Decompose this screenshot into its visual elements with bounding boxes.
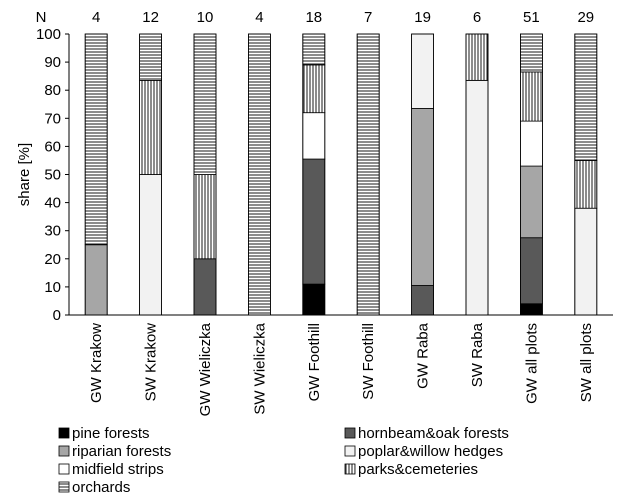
bar-outline (356, 33, 380, 316)
bar-segment-hornbeam-oak-forests (193, 258, 217, 316)
y-tick-label: 10 (44, 279, 61, 296)
legend-swatch-riparian-forests (58, 445, 70, 457)
n-header: N (36, 9, 47, 26)
category-label: SW Foothill (360, 323, 377, 400)
bar-segment-orchards (247, 33, 271, 316)
bar-segment-poplar-willow-hedges (139, 174, 163, 316)
bar-segment-parks-cemeteries (465, 33, 489, 81)
legend-label-orchards: orchards (72, 479, 130, 496)
n-value-label: 10 (197, 9, 214, 26)
labels: 0 10 20 30 40 50 60 70 80 90 100 share [%] N 4 GW Krak… (16, 9, 595, 416)
legend: pine forests hornbeam&oak forests riparian… (58, 425, 509, 496)
bar-segment-orchards (574, 33, 598, 161)
y-tick-label: 50 (44, 167, 61, 184)
n-value-label: 18 (305, 9, 322, 26)
y-tick-label: 40 (44, 195, 61, 212)
bar-segment-parks-cemeteries (302, 64, 326, 114)
bar-segment-hornbeam-oak-forests (411, 285, 435, 316)
bar-segment-riparian-forests (520, 165, 543, 239)
n-value-label: 29 (577, 9, 594, 26)
n-value-label: 4 (92, 9, 100, 26)
legend-label-parks-cemeteries: parks&cemeteries (358, 461, 478, 478)
bar-segment-hornbeam-oak-forests (302, 158, 326, 285)
bar-outline (302, 33, 326, 316)
legend-swatch-parks-cemeteries (344, 463, 356, 475)
category-label: GW Wieliczka (197, 322, 214, 416)
bar-segment-poplar-willow-hedges (574, 207, 598, 316)
bar-outline (193, 33, 217, 316)
bar-segment-orchards (520, 33, 543, 73)
y-tick-label: 100 (36, 26, 61, 43)
bar-segment-parks-cemeteries (574, 160, 598, 209)
bar-segment-hornbeam-oak-forests (520, 237, 543, 305)
bar-segment-pine-forests (302, 283, 326, 316)
bar-segment-parks-cemeteries (193, 174, 217, 260)
bar-segment-pine-forests (520, 303, 543, 316)
n-value-label: 51 (523, 9, 540, 26)
y-tick-label: 30 (44, 223, 61, 240)
bar-outline (411, 33, 435, 316)
bar-outline (465, 33, 489, 316)
bars (84, 33, 598, 316)
legend-label-riparian-forests: riparian forests (72, 443, 171, 460)
n-value-label: 12 (142, 9, 159, 26)
legend-swatch-hornbeam-oak-forests (344, 427, 356, 439)
bar-segment-midfield-strips (520, 120, 543, 167)
legend-label-poplar-willow-hedges: poplar&willow hedges (358, 443, 503, 460)
y-tick-label: 0 (53, 307, 61, 324)
n-value-label: 6 (473, 9, 481, 26)
bar-segment-poplar-willow-hedges (465, 79, 489, 316)
bar-segment-riparian-forests (84, 244, 108, 316)
bar-segment-midfield-strips (302, 112, 326, 160)
category-label: GW Foothill (306, 323, 323, 401)
legend-swatch-poplar-willow-hedges (344, 445, 356, 457)
category-label: SW Raba (469, 322, 486, 387)
category-label: SW all plots (578, 323, 595, 402)
category-label: GW all plots (523, 323, 540, 404)
category-label: GW Krakow (88, 323, 105, 403)
legend-swatch-midfield-strips (58, 463, 70, 475)
y-tick-label: 60 (44, 138, 61, 155)
n-value-label: 7 (364, 9, 372, 26)
y-tick-label: 70 (44, 110, 61, 127)
legend-swatch-orchards (58, 481, 70, 493)
bar-outline (247, 33, 271, 316)
bar-segment-poplar-willow-hedges (411, 33, 435, 109)
n-value-label: 4 (255, 9, 263, 26)
bar-outline (520, 33, 543, 316)
bar-outline (139, 33, 163, 316)
legend-swatch-pine-forests (58, 427, 70, 439)
y-axis-label: share [%] (16, 143, 33, 206)
bar-segment-orchards (139, 33, 163, 81)
bar-outline (84, 33, 108, 316)
y-tick-label: 20 (44, 251, 61, 268)
y-tick-label: 90 (44, 54, 61, 71)
bar-segment-orchards (356, 33, 380, 316)
bar-segment-parks-cemeteries (520, 71, 543, 122)
bar-segment-orchards (302, 33, 326, 66)
legend-label-hornbeam-oak-forests: hornbeam&oak forests (358, 425, 509, 442)
bar-outline (574, 33, 598, 316)
bar-segment-riparian-forests (411, 108, 435, 286)
legend-label-midfield-strips: midfield strips (72, 461, 164, 478)
category-label: GW Raba (415, 322, 432, 389)
bar-segment-orchards (193, 33, 217, 175)
bar-segment-parks-cemeteries (139, 79, 163, 175)
legend-label-pine-forests: pine forests (72, 425, 150, 442)
category-label: SW Wieliczka (251, 322, 268, 414)
n-value-label: 19 (414, 9, 431, 26)
bar-segment-orchards (84, 33, 108, 246)
category-label: SW Krakow (143, 323, 160, 402)
y-tick-label: 80 (44, 82, 61, 99)
